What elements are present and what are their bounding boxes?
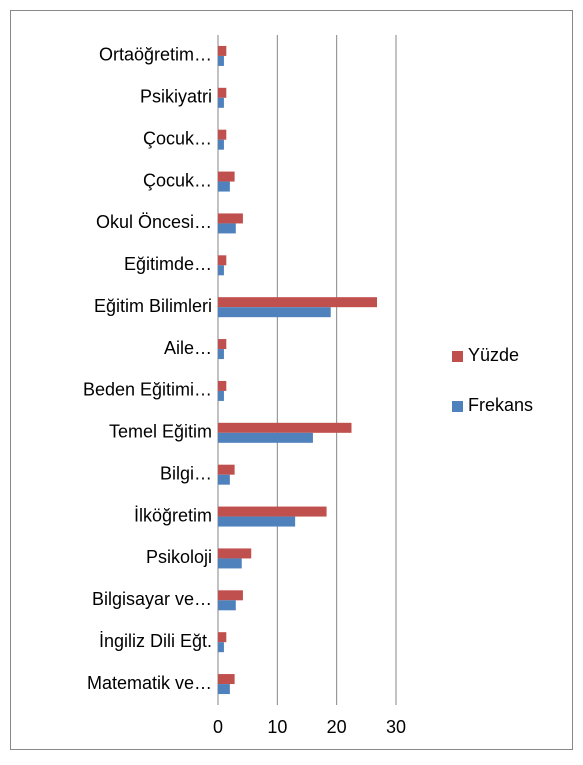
x-tick-label: 10: [267, 717, 287, 737]
bar: [218, 297, 378, 308]
bar: [218, 265, 224, 276]
bar: [218, 45, 227, 56]
y-tick-label: Eğitimde…: [124, 254, 212, 274]
bar: [218, 558, 242, 569]
bar: [218, 97, 224, 108]
bar: [218, 516, 296, 527]
bar: [218, 171, 235, 182]
bar: [218, 380, 227, 391]
x-tick-label: 0: [213, 717, 223, 737]
bar: [218, 349, 224, 360]
bar: [218, 642, 224, 653]
bar: [218, 181, 230, 192]
y-tick-label: Psikoloji: [146, 547, 212, 567]
bar: [218, 432, 313, 443]
y-tick-label: Çocuk…: [143, 128, 212, 148]
bar: [218, 506, 327, 517]
bar: [218, 390, 224, 401]
y-tick-label: Psikiyatri: [140, 87, 212, 107]
bar: [218, 55, 224, 66]
bar: [218, 632, 227, 643]
y-tick-label: Ortaöğretim…: [99, 45, 212, 65]
y-tick-label: Eğitim Bilimleri: [94, 296, 212, 316]
bar: [218, 684, 230, 695]
bar: [218, 139, 224, 150]
bar: [218, 129, 227, 140]
y-tick-label: Beden Eğitimi…: [83, 380, 212, 400]
y-tick-label: Bilgi…: [160, 463, 212, 483]
bar: [218, 255, 227, 266]
bar: [218, 307, 331, 318]
legend-label: Yüzde: [468, 345, 519, 365]
bar: [218, 474, 230, 485]
y-tick-label: Bilgisayar ve…: [92, 589, 212, 609]
y-tick-label: Okul Öncesi…: [96, 212, 212, 232]
bar: [218, 422, 352, 433]
legend-swatch: [452, 401, 463, 412]
chart-frame: [10, 10, 573, 750]
bar: [218, 213, 243, 224]
x-tick-label: 30: [386, 717, 406, 737]
legend-label: Frekans: [468, 395, 533, 415]
bar: [218, 674, 235, 685]
legend-swatch: [452, 351, 463, 362]
bar: [218, 548, 252, 559]
bar: [218, 590, 243, 601]
y-tick-label: İngiliz Dili Eğt.: [99, 631, 212, 651]
bar: [218, 223, 236, 234]
y-tick-label: İlköğretim: [134, 505, 212, 525]
bar: [218, 339, 227, 350]
y-tick-label: Temel Eğitim: [109, 422, 212, 442]
y-tick-label: Aile…: [164, 338, 212, 358]
bar: [218, 464, 235, 475]
y-tick-label: Çocuk…: [143, 170, 212, 190]
bar: [218, 87, 227, 98]
bar: [218, 600, 236, 611]
y-tick-label: Matematik ve…: [87, 673, 212, 693]
x-tick-label: 20: [327, 717, 347, 737]
